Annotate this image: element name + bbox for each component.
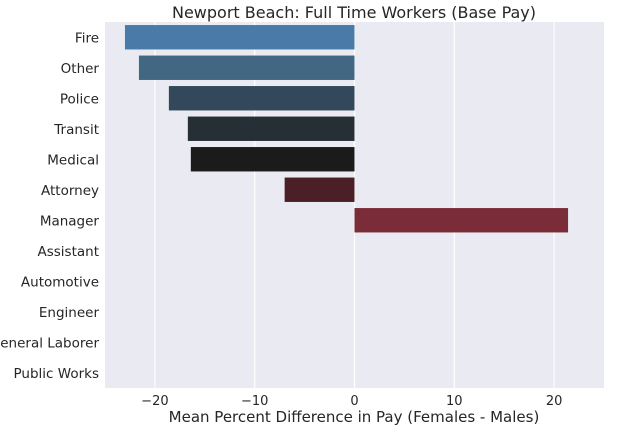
bar-transit: [187, 116, 355, 141]
category-label: Automotive: [21, 274, 99, 290]
category-label: General Laborer: [0, 335, 99, 351]
category-labels: Fire Other Police Transit Medical Attorney Man…: [0, 30, 99, 382]
bar-fire: [124, 25, 355, 50]
x-tick-label: 10: [446, 394, 463, 409]
category-label: Other: [61, 61, 100, 77]
grid-lines: [154, 22, 555, 388]
category-label: Engineer: [39, 305, 100, 321]
category-label: Fire: [75, 30, 99, 46]
category-label: Attorney: [41, 183, 99, 199]
category-label: Public Works: [14, 366, 99, 382]
category-label: Manager: [40, 213, 100, 229]
category-label: Medical: [47, 152, 99, 168]
x-tick-label: −10: [241, 394, 268, 409]
x-axis-label: Mean Percent Difference in Pay (Females …: [169, 408, 540, 426]
chart-title: Newport Beach: Full Time Workers (Base P…: [172, 3, 536, 22]
bar-attorney: [284, 177, 355, 202]
category-label: Assistant: [37, 244, 99, 260]
category-label: Transit: [53, 122, 99, 138]
bars: [124, 25, 569, 233]
bar-other: [138, 55, 355, 80]
x-tick-label: 20: [546, 394, 563, 409]
bar-police: [168, 86, 355, 111]
category-label: Police: [60, 91, 99, 107]
x-tick-labels: −20 −10 0 10 20: [141, 394, 562, 409]
x-tick-label: 0: [350, 394, 358, 409]
x-tick-label: −20: [141, 394, 168, 409]
bar-manager: [354, 208, 569, 233]
bar-medical: [190, 147, 355, 172]
